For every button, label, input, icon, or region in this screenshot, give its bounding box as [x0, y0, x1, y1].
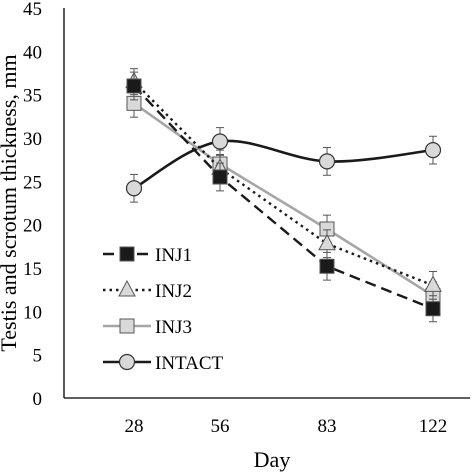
series-line-intact — [133, 139, 434, 190]
y-tick-label: 0 — [33, 389, 43, 410]
data-point-intact — [318, 153, 336, 170]
legend-marker-inj2 — [118, 279, 136, 297]
x-tick-label: 28 — [125, 416, 144, 437]
series-inj3 — [126, 88, 441, 311]
x-tick-label: 122 — [419, 416, 448, 437]
data-point-intact — [424, 142, 442, 159]
data-point-intact — [125, 180, 143, 197]
x-tick-label: 56 — [211, 416, 230, 437]
legend-item-intact: INTACT — [103, 353, 224, 374]
series-line-inj1 — [133, 85, 434, 310]
legend-marker-inj3 — [119, 318, 135, 334]
data-point-inj1 — [425, 301, 441, 317]
series-line-inj3 — [133, 102, 434, 297]
data-point-inj1 — [212, 169, 228, 185]
data-point-inj2 — [424, 275, 442, 292]
y-tick-label: 10 — [23, 302, 42, 323]
legend-label-intact: INTACT — [155, 353, 224, 374]
legend-item-inj1: INJ1 — [103, 245, 192, 266]
y-tick-label: 25 — [23, 172, 42, 193]
y-tick-label: 20 — [23, 216, 42, 237]
legend-item-inj3: INJ3 — [103, 317, 192, 338]
y-tick-label: 35 — [23, 86, 42, 107]
legend: INJ1 INJ2 INJ3 INTACT — [103, 245, 224, 374]
y-tick-label: 30 — [23, 129, 42, 150]
data-point-inj2 — [318, 233, 336, 251]
legend-marker-intact — [118, 353, 136, 371]
data-point-inj1 — [126, 78, 142, 94]
legend-label-inj1: INJ1 — [155, 245, 192, 266]
y-tick-label: 5 — [33, 346, 43, 367]
y-tick-label: 45 — [23, 0, 42, 20]
legend-label-inj2: INJ2 — [155, 281, 192, 302]
axes — [63, 8, 470, 399]
y-axis-title: Testis and scrotum thickness, mm — [0, 54, 21, 351]
legend-label-inj3: INJ3 — [155, 317, 192, 338]
y-tick-label: 40 — [23, 42, 42, 63]
series-layer — [125, 68, 442, 323]
y-tick-labels: 0 5 10 15 20 25 30 35 40 45 — [23, 0, 42, 410]
x-axis-title: Day — [254, 447, 291, 472]
x-tick-label: 83 — [318, 416, 337, 437]
series-inj1 — [126, 71, 441, 323]
series-intact — [125, 127, 442, 203]
legend-item-inj2: INJ2 — [103, 279, 192, 302]
legend-marker-inj1 — [119, 246, 135, 262]
data-point-inj1 — [319, 258, 335, 274]
data-point-intact — [211, 133, 229, 150]
y-tick-label: 15 — [23, 259, 42, 280]
x-tick-labels: 28 56 83 122 — [125, 416, 448, 437]
